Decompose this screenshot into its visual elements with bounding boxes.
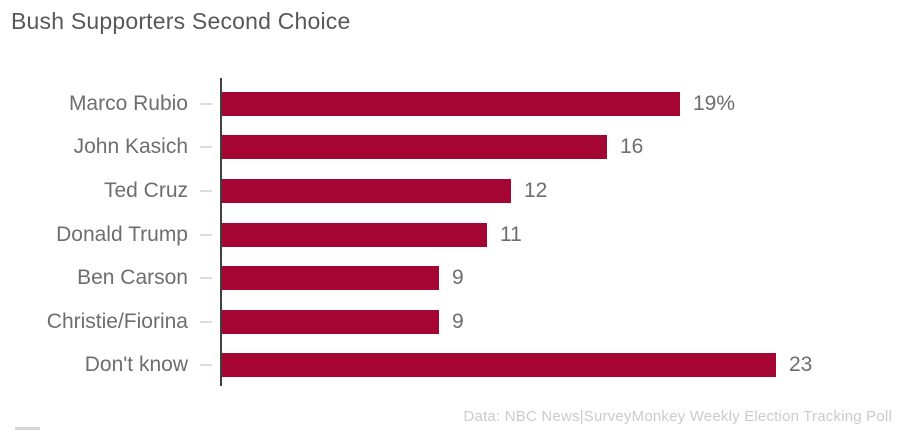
value-label: 12 <box>524 178 548 202</box>
category-label: John Kasich <box>73 135 188 159</box>
bar-row: Marco Rubio 19% <box>0 82 899 126</box>
tick-mark <box>200 277 212 280</box>
category-label: Ted Cruz <box>103 178 188 202</box>
category-label: Marco Rubio <box>68 91 188 115</box>
bar-row: Ted Cruz 12 <box>0 169 899 213</box>
bar-row: Don't know 23 <box>0 344 899 388</box>
value-label: 9 <box>452 309 464 333</box>
tick-mark <box>200 233 212 236</box>
bar <box>222 309 439 334</box>
bar <box>222 353 776 378</box>
tick-mark <box>200 189 212 192</box>
bar-row: Christie/Fiorina 9 <box>0 300 899 344</box>
bar-row: Donald Trump 11 <box>0 213 899 257</box>
tick-mark <box>200 364 212 367</box>
bar <box>222 91 680 116</box>
bar <box>222 178 511 203</box>
bar-row: Ben Carson 9 <box>0 256 899 300</box>
y-axis-line <box>220 78 222 386</box>
value-label: 16 <box>620 135 644 159</box>
bar-rows: Marco Rubio 19% John Kasich 16 Ted Cruz 12 Don… <box>0 82 899 387</box>
data-source-note: Data: NBC News|SurveyMonkey Weekly Elect… <box>463 408 892 425</box>
tick-mark <box>200 146 212 149</box>
bar <box>222 135 607 160</box>
bar-row: John Kasich 16 <box>0 126 899 170</box>
category-label: Donald Trump <box>56 222 188 246</box>
value-label: 11 <box>500 222 522 246</box>
tick-mark <box>200 102 212 105</box>
chart-title: Bush Supporters Second Choice <box>11 8 351 34</box>
value-label: 19% <box>693 91 736 115</box>
category-label: Ben Carson <box>77 266 188 290</box>
logo-dash-icon <box>15 427 40 430</box>
category-label: Don't know <box>84 353 188 377</box>
bar <box>222 222 487 247</box>
category-label: Christie/Fiorina <box>46 309 188 333</box>
tick-mark <box>200 320 212 323</box>
bar <box>222 266 439 291</box>
value-label: 9 <box>452 266 464 290</box>
value-label: 23 <box>789 353 813 377</box>
